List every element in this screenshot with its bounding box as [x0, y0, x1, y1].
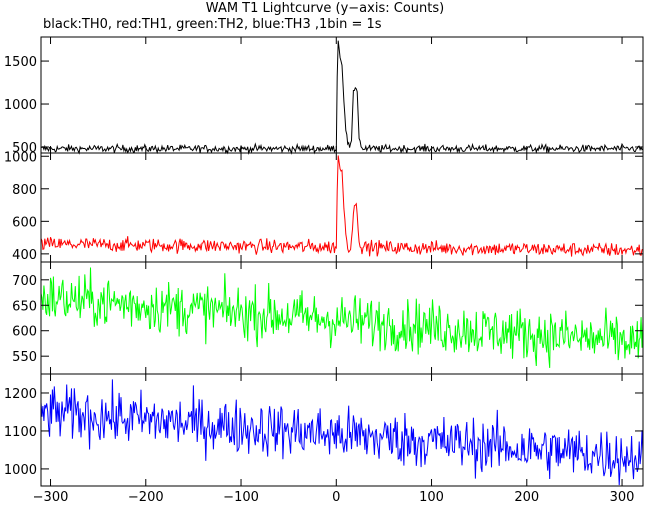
y-tick-label: 800 — [12, 183, 37, 198]
series-line-th2 — [40, 267, 644, 368]
y-tick-label: 400 — [12, 248, 37, 263]
y-tick-label: 500 — [12, 141, 37, 156]
series-line-th1 — [40, 155, 644, 257]
panel-frame-th3 — [40, 373, 644, 487]
series-line-th3 — [40, 379, 644, 486]
x-tick-label: 300 — [610, 490, 635, 505]
y-tick-label: 550 — [12, 350, 37, 365]
y-tick-label: 1000 — [4, 98, 37, 113]
y-tick-label: 1000 — [4, 463, 37, 478]
x-tick-label: 200 — [514, 490, 539, 505]
x-tick-label: −300 — [33, 490, 69, 505]
panel-frame-th1 — [40, 152, 644, 263]
series-line-th0 — [40, 40, 644, 155]
y-tick-label: 600 — [12, 215, 37, 230]
x-tick-label: 100 — [419, 490, 444, 505]
chart-title: WAM T1 Lightcurve (y−axis: Counts) — [205, 1, 445, 16]
x-tick-label: 0 — [332, 490, 340, 505]
y-tick-label: 650 — [12, 299, 37, 314]
x-tick-label: −100 — [223, 490, 259, 505]
y-tick-label: 1500 — [4, 55, 37, 70]
y-tick-label: 600 — [12, 325, 37, 340]
chart-subtitle: black:TH0, red:TH1, green:TH2, blue:TH3 … — [43, 17, 382, 32]
y-tick-label: 1000 — [4, 150, 37, 165]
x-tick-label: −200 — [128, 490, 164, 505]
y-tick-label: 1200 — [4, 387, 37, 402]
panel-frame-th0 — [40, 36, 644, 154]
y-tick-label: 700 — [12, 274, 37, 289]
y-tick-label: 1100 — [4, 425, 37, 440]
